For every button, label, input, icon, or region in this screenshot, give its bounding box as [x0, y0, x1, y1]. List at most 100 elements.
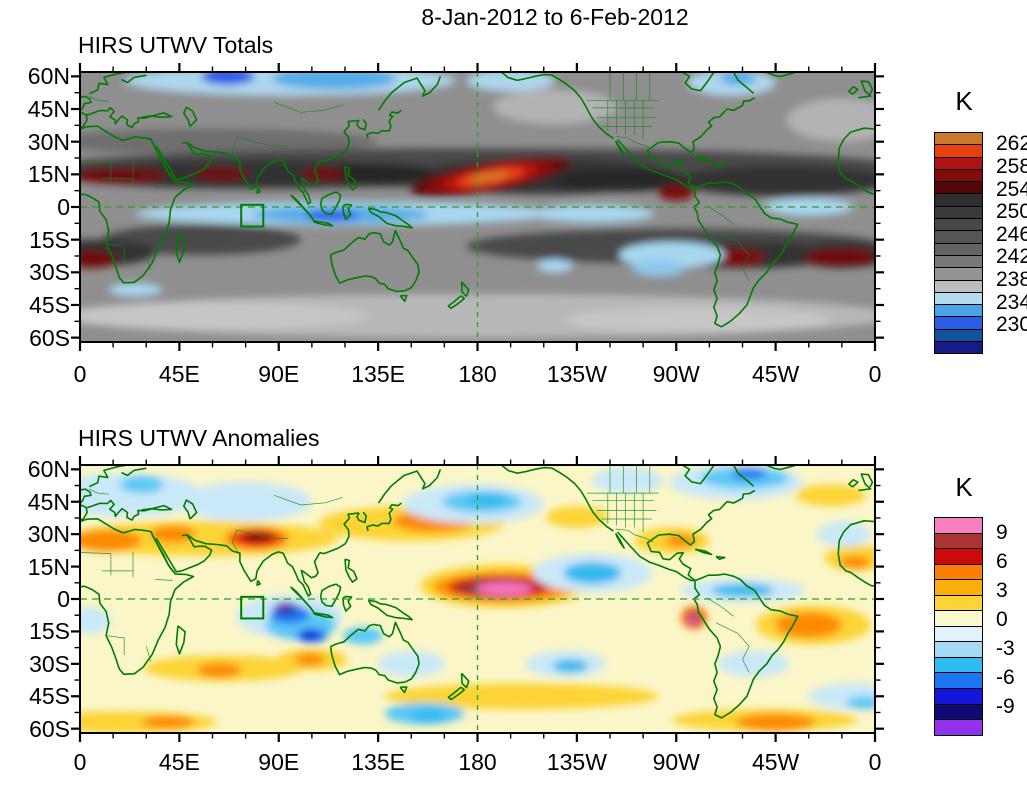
figure-title: 8-Jan-2012 to 6-Feb-2012: [421, 4, 689, 30]
totals-map: [71, 63, 884, 351]
roi-box: [240, 203, 265, 228]
x-tick-label: 0: [73, 361, 87, 387]
y-tick-label: 15S: [29, 618, 70, 645]
colorbar-tick-label: 238: [996, 267, 1027, 291]
anomalies-colorbar: 9 6 3 0 -3 -6 -9: [934, 517, 1027, 736]
anomalies-map: [71, 456, 884, 742]
colorbar-tick-label: 3: [996, 578, 1008, 602]
y-tick-label: 45S: [29, 683, 70, 710]
totals-colorbar: 262 258 254 250 246 242 238 234 230: [934, 132, 1027, 355]
totals-panel-title: HIRS UTWV Totals: [78, 32, 274, 58]
x-tick-label: 0: [868, 749, 882, 775]
colorbar-tick-label: -6: [996, 666, 1015, 690]
colorbar-tick-label: 9: [996, 520, 1008, 544]
colorbar-box: [934, 205, 983, 220]
colorbar-box: [934, 719, 983, 736]
colorbar-tick-label: 6: [996, 549, 1008, 573]
colorbar-box: [934, 341, 983, 355]
y-tick-label: 0: [57, 194, 70, 220]
colorbar-box: [934, 132, 983, 146]
y-tick-label: 60N: [27, 63, 70, 90]
x-tick-label: 135E: [351, 361, 405, 387]
x-tick-label: 90W: [652, 749, 700, 775]
axis-ticks: [71, 63, 884, 351]
y-tick-label: 45S: [29, 291, 70, 318]
colorbar-box: [934, 703, 983, 721]
colorbar-box: [934, 517, 983, 534]
y-tick-label: 0: [57, 586, 70, 612]
x-tick-label: 45W: [751, 749, 800, 775]
colorbar-box: [934, 672, 983, 690]
colorbar-box: [934, 168, 983, 183]
colorbar-box: [934, 316, 983, 330]
x-tick-label: 45E: [158, 749, 200, 775]
colorbar-tick-label: 242: [996, 245, 1027, 269]
colorbar-box: [934, 279, 983, 293]
colorbar-box: [934, 267, 983, 281]
x-tick-label: 90E: [258, 361, 300, 387]
colorbar-box: [934, 579, 983, 596]
y-tick-label: 30N: [27, 521, 70, 548]
x-tick-label: 135W: [546, 749, 607, 775]
anomalies-panel-title: HIRS UTWV Anomalies: [78, 425, 320, 451]
colorbar-box: [934, 656, 983, 674]
colorbar-tick-label: 0: [996, 607, 1008, 631]
x-tick-label: 0: [73, 749, 87, 775]
y-tick-label: 15N: [27, 553, 70, 580]
colorbar-tick-label: 262: [996, 132, 1027, 156]
y-tick-label: 60S: [29, 715, 70, 742]
y-tick-label: 60S: [29, 324, 70, 351]
colorbar-tick-label: 250: [996, 200, 1027, 224]
coastlines: [80, 465, 875, 719]
roi-box: [240, 595, 265, 620]
colorbar-tick-label: 246: [996, 222, 1027, 246]
x-tick-label: 45E: [158, 361, 200, 387]
colorbar-box: [934, 181, 983, 195]
colorbar-box: [934, 548, 983, 565]
colorbar-tick-label: -3: [996, 636, 1015, 660]
y-tick-label: 45N: [27, 96, 70, 123]
colorbar-tick-label: 234: [996, 290, 1027, 314]
y-tick-label: 30N: [27, 128, 70, 155]
y-tick-label: 30S: [29, 259, 70, 286]
y-tick-label: 15N: [27, 161, 70, 188]
colorbar-tick-label: 254: [996, 177, 1027, 201]
y-tick-label: 60N: [27, 456, 70, 483]
colorbar-box: [934, 291, 983, 306]
colorbar-box: [934, 193, 983, 207]
totals-colorbar-title: K: [955, 86, 973, 116]
colorbar-box: [934, 610, 983, 627]
colorbar-box: [934, 625, 983, 643]
colorbar-box: [934, 254, 983, 269]
colorbar-tick-label: 230: [996, 313, 1027, 337]
x-tick-label: 90W: [652, 361, 700, 387]
country-borders: [80, 72, 750, 282]
colorbar-box: [934, 156, 983, 170]
colorbar-tick-label: 258: [996, 154, 1027, 178]
colorbar-box: [934, 563, 983, 581]
colorbar-box: [934, 218, 983, 232]
colorbar-box: [934, 328, 983, 343]
y-tick-label: 15S: [29, 226, 70, 253]
colorbar-box: [934, 532, 983, 550]
x-tick-label: 90E: [258, 749, 300, 775]
y-tick-label: 45N: [27, 488, 70, 515]
anomalies-colorbar-title: K: [955, 472, 973, 502]
country-borders: [80, 465, 750, 673]
coastlines: [80, 72, 875, 328]
colorbar-box: [934, 144, 983, 158]
colorbar-box: [934, 304, 983, 318]
x-tick-label: 135W: [546, 361, 607, 387]
x-tick-label: 45W: [751, 361, 800, 387]
colorbar-box: [934, 641, 983, 658]
colorbar-tick-label: -9: [996, 695, 1015, 719]
colorbar-box: [934, 688, 983, 705]
y-tick-label: 30S: [29, 650, 70, 677]
x-tick-label: 180: [458, 749, 497, 775]
colorbar-box: [934, 242, 983, 256]
colorbar-box: [934, 230, 983, 244]
x-tick-label: 135E: [351, 749, 405, 775]
colorbar-box: [934, 594, 983, 612]
x-tick-label: 180: [458, 361, 497, 387]
